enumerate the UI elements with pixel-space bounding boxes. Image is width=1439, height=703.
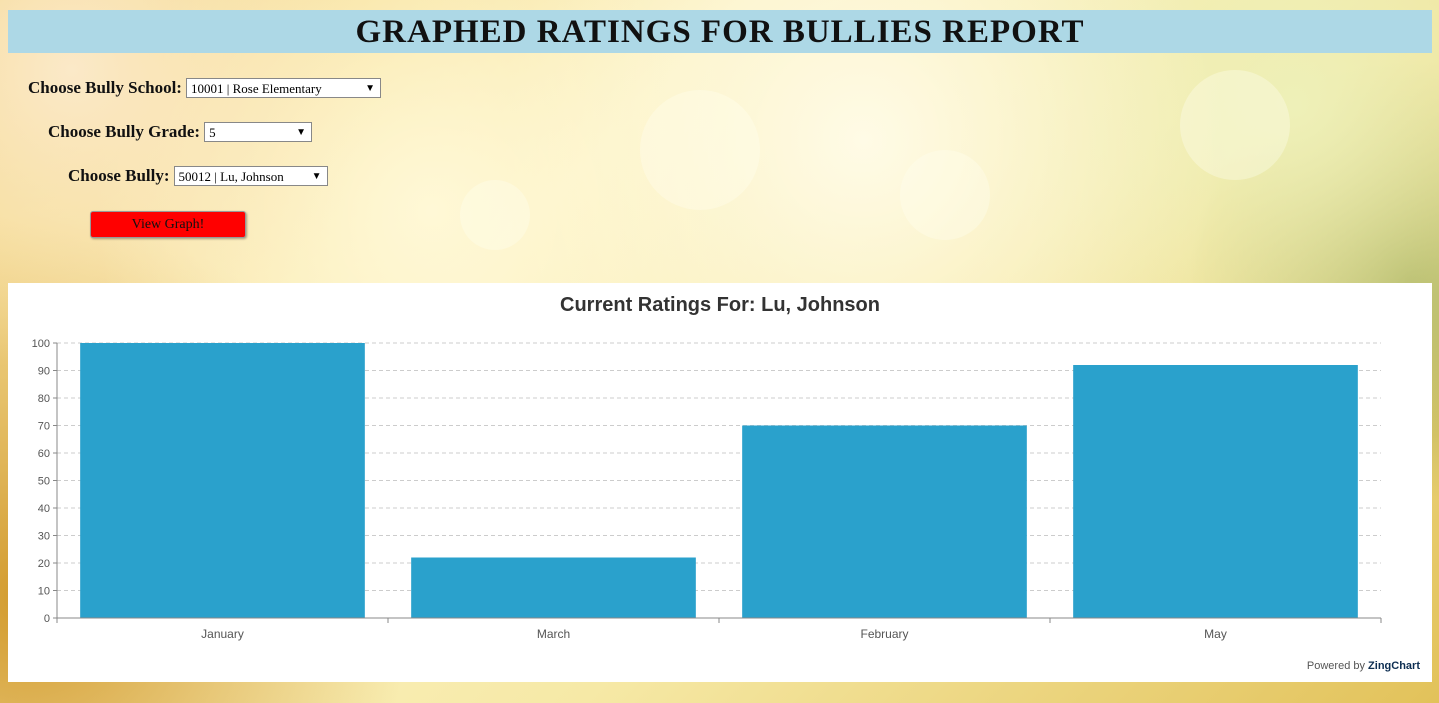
bokeh-light [460,180,530,250]
bar-may[interactable] [1073,365,1358,618]
zingchart-brand[interactable]: ZingChart [1368,660,1420,672]
school-row: Choose Bully School: 10001 | Rose Elemen… [28,78,381,98]
y-tick-label: 50 [38,476,50,488]
bar-march[interactable] [411,557,696,619]
x-tick-label: March [537,627,570,641]
school-select[interactable]: 10001 | Rose Elementary ▼ [185,78,381,98]
chart-panel: Current Ratings For: Lu, Johnson 0 10 20 30… [8,283,1432,682]
grade-select[interactable]: 5 ▼ [204,122,313,142]
y-tick-label: 70 [38,421,50,433]
bars [80,343,1358,618]
x-tick-label: February [860,627,908,641]
grade-row: Choose Bully Grade: 5 ▼ [48,122,313,142]
bokeh-light [900,150,990,240]
dropdown-arrow-icon: ▼ [296,127,307,138]
page-header: GRAPHED RATINGS FOR BULLIES REPORT [8,10,1432,53]
bar-chart: Current Ratings For: Lu, Johnson 0 10 20 30… [32,294,1382,641]
chart-title: Current Ratings For: Lu, Johnson [560,294,880,316]
bokeh-light [1180,70,1290,180]
page-title: GRAPHED RATINGS FOR BULLIES REPORT [355,14,1085,50]
y-tick-label: 30 [38,531,50,543]
bokeh-light [640,90,760,210]
y-tick-label: 0 [44,613,50,625]
bully-select[interactable]: 50012 | Lu, Johnson ▼ [173,166,328,186]
school-select-value: 10001 | Rose Elementary [190,81,322,96]
bar-january[interactable] [80,343,365,618]
view-graph-button[interactable]: View Graph! [90,211,246,238]
y-tick-label: 90 [38,366,50,378]
y-tick-label: 100 [32,338,50,350]
bully-label: Choose Bully: [68,166,170,185]
x-tick-label: May [1204,627,1227,641]
y-tick-label: 10 [38,586,50,598]
axes: 0 10 20 30 40 50 60 70 80 90 100 January March Februa… [32,338,1382,641]
x-tick-label: January [201,627,244,641]
powered-by[interactable]: Powered by ZingChart [1307,660,1420,672]
dropdown-arrow-icon: ▼ [311,171,322,182]
grade-label: Choose Bully Grade: [48,122,201,141]
y-tick-label: 20 [38,558,50,570]
y-tick-label: 60 [38,448,50,460]
bar-february[interactable] [742,425,1027,619]
powered-by-text: Powered by [1306,660,1365,672]
bully-select-value: 50012 | Lu, Johnson [178,169,284,184]
dropdown-arrow-icon: ▼ [365,83,375,94]
school-label: Choose Bully School: [28,78,182,97]
bully-row: Choose Bully: 50012 | Lu, Johnson ▼ [68,166,328,186]
grade-select-value: 5 [209,125,216,140]
y-tick-label: 40 [38,503,50,515]
y-tick-label: 80 [38,393,50,405]
